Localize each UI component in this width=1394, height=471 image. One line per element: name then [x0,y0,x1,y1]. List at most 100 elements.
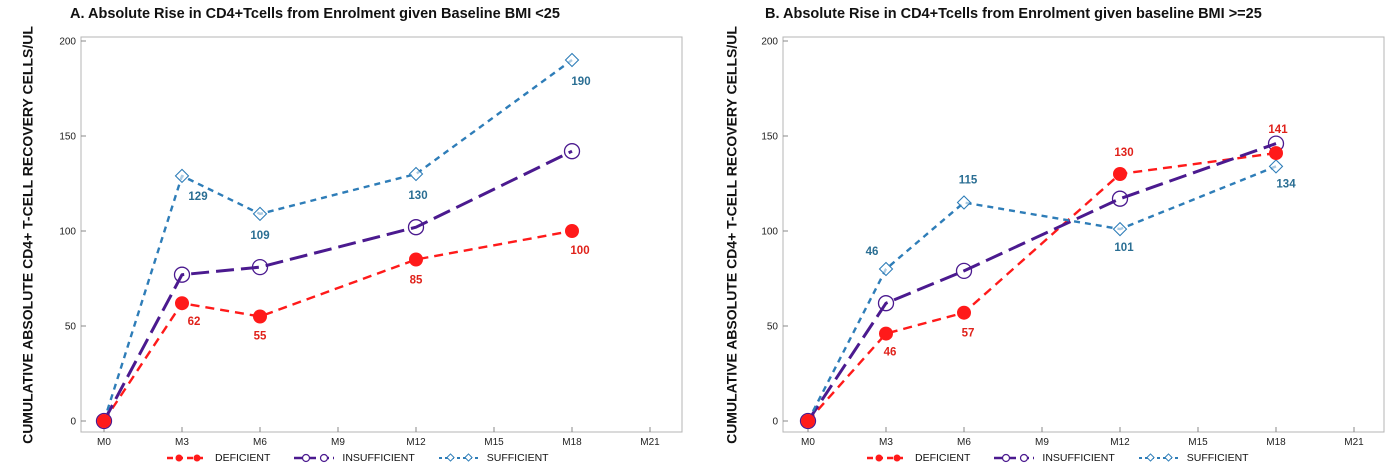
series-line-insufficient [102,149,573,422]
data-label: 109 [250,230,269,242]
x-tick-label: M6 [253,437,267,448]
chart-title: A. Absolute Rise in CD4+Tcells from Enro… [70,6,560,22]
data-label: 130 [1114,147,1133,159]
x-tick-label: M21 [640,437,660,448]
data-point [1269,146,1283,161]
chart-title: B. Absolute Rise in CD4+Tcells from Enro… [765,6,1262,22]
legend-label: INSUFFICIENT [342,452,415,464]
legend-label: SUFFICIENT [486,452,549,464]
y-tick-label: 0 [70,417,76,428]
data-point [799,412,817,430]
x-tick-label: M9 [1035,437,1049,448]
plot-frame [782,36,1385,433]
data-point [957,305,971,320]
legend-label: DEFICIENT [215,452,271,464]
x-tick-label: M18 [1266,437,1286,448]
x-tick-label: M3 [879,437,893,448]
data-label: 100 [570,245,589,257]
series-line-sufficient [102,59,573,422]
plot-frame [80,36,683,433]
data-point [251,258,269,276]
x-tick-label: M12 [406,437,426,448]
data-label: 129 [188,191,207,203]
legend-swatch-sufficient [1138,453,1179,462]
x-tick-label: M3 [175,437,189,448]
chart-panel-a: A. Absolute Rise in CD4+Tcells from Enro… [20,6,683,464]
series-line-sufficient [806,165,1277,422]
data-label: 55 [254,331,267,343]
legend-swatch-deficient [167,454,207,462]
data-point [409,252,423,267]
x-tick-label: M0 [801,437,815,448]
data-label: 46 [884,347,897,359]
series-line-insufficient [806,142,1277,422]
data-label: 141 [1268,124,1288,136]
data-point [801,414,815,428]
plot-area: 0 50 100 150 200 M0 M3 M6 M9 M12 M15 M18 M21 62 55 85 10… [59,36,683,448]
data-point [407,219,425,236]
x-tick-label: M15 [484,437,504,448]
y-tick-label: 50 [767,322,779,333]
legend-label: INSUFFICIENT [1042,452,1115,464]
x-tick-label: M15 [1188,437,1208,448]
data-point [1111,190,1129,207]
data-label: 190 [571,76,590,88]
legend-swatch-sufficient [438,453,479,462]
data-label: 134 [1276,178,1296,190]
data-point [955,262,973,280]
data-label: 130 [408,190,427,202]
x-tick-label: M21 [1344,437,1364,448]
data-point [97,414,111,428]
data-label: 101 [1114,242,1134,254]
data-label: 85 [410,275,423,287]
data-point [564,52,580,68]
x-tick-label: M18 [562,437,582,448]
legend-swatch-insufficient [294,453,335,463]
data-point [1112,221,1128,237]
x-tick-label: M0 [97,437,111,448]
y-tick-label: 50 [65,322,77,333]
data-label: 46 [866,246,879,258]
legend-item-sufficient: SUFFICIENT [1137,452,1249,464]
series-line-deficient [102,229,573,422]
chart-panel-b: B. Absolute Rise in CD4+Tcells from Enro… [697,0,1394,471]
y-tick-label: 200 [761,37,778,48]
legend: DEFICIENT INSUFFICIENT SUFFICIENT [865,452,1249,464]
data-point [878,261,894,277]
legend-item-deficient: DEFICIENT [165,452,270,464]
series-line-deficient [807,151,1277,422]
data-point [877,295,895,312]
data-point [1113,167,1127,181]
data-label: 62 [188,316,201,328]
legend-item-deficient: DEFICIENT [865,452,970,464]
data-point [879,326,893,341]
data-label: 115 [959,175,978,187]
legend-item-insufficient: INSUFFICIENT [992,452,1115,464]
legend: DEFICIENT INSUFFICIENT SUFFICIENT [165,452,549,464]
y-tick-label: 150 [59,132,76,143]
legend-item-insufficient: INSUFFICIENT [292,452,415,464]
x-tick-label: M6 [957,437,971,448]
y-tick-label: 200 [59,37,76,48]
x-tick-label: M12 [1110,437,1130,448]
legend-label: SUFFICIENT [1186,452,1249,464]
y-tick-label: 100 [59,227,76,238]
data-point [175,296,189,311]
legend-swatch-insufficient [994,453,1035,463]
data-point [565,224,579,238]
data-point [174,168,190,184]
data-label: 57 [962,328,975,340]
data-point [173,266,191,283]
data-point [1268,159,1284,174]
data-point [956,195,972,210]
data-point [95,412,113,430]
legend-label: DEFICIENT [915,452,971,464]
data-point [252,206,268,222]
y-tick-label: 100 [761,227,778,238]
data-point [408,166,424,182]
y-tick-label: 0 [772,417,778,428]
data-point [253,309,267,324]
plot-area: 0 50 100 150 200 M0 M3 M6 M9 M12 M15 M18 M21 46 57 130 1… [761,36,1385,448]
data-point [563,143,581,160]
x-tick-label: M9 [331,437,345,448]
